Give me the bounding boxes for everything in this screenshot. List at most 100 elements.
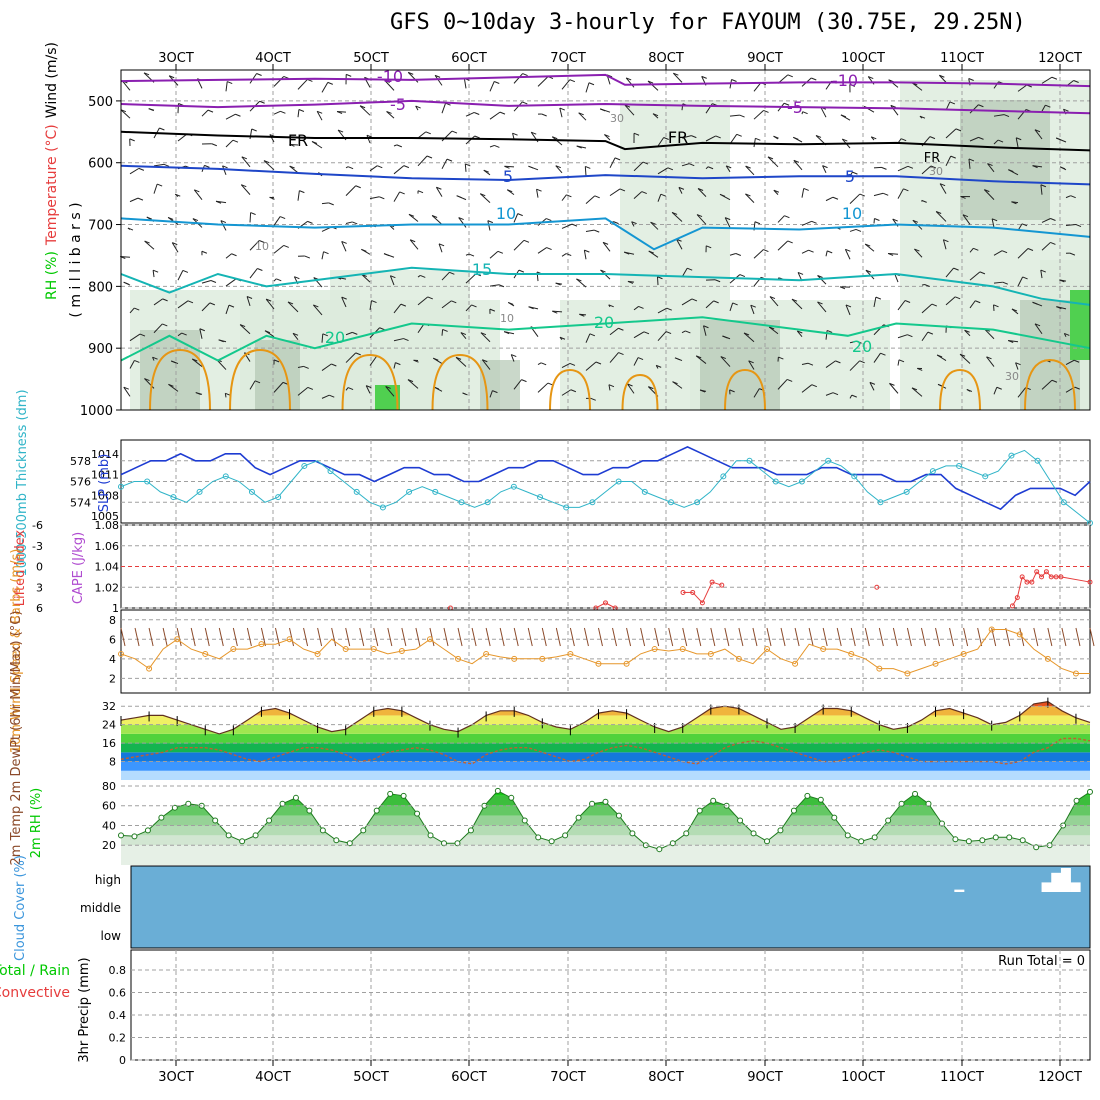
wind-barb-flag [1055,137,1062,141]
wind-speed-line-point [370,646,377,653]
wind-barb-flag [474,112,480,115]
wind-barb [249,73,258,84]
wind-barb [656,276,659,286]
rh-point [575,814,582,821]
wind-barb-flag [883,192,889,196]
wind-barb-flag [559,336,566,340]
wind-barb [969,300,976,309]
wind-barb-flag [518,269,525,273]
ylabel-part: RH (%) [44,251,60,300]
chart-title: GFS 0~10day 3-hourly for FAYOUM (30.75E,… [390,10,1026,35]
cape-ylabel: CAPE (J/kg) [71,532,86,604]
wind-barb [273,216,281,226]
wind-barb-flag [939,74,945,78]
wind-barb-flag [955,128,962,132]
wind-barb [385,386,395,397]
wind-barb-flag [657,276,663,280]
wind-barb-flag [250,212,256,216]
orange-contour [549,368,591,411]
cape-point [709,579,715,585]
wind-barb-flag [903,188,909,192]
wind-barb-flag [359,105,366,109]
wind-barb-flag [384,79,390,83]
wind-barb-flag [911,387,918,391]
precip-convective-label: Convective [0,985,70,1001]
wind-barb [240,184,251,195]
wind-barb-flag [322,333,328,337]
wind-speed-line-point [483,650,490,657]
wind-barb [849,228,857,232]
wind-barb-flag [276,278,282,282]
wind-barb-flag [793,136,799,140]
wind-barb-flag [608,304,614,308]
rh-point [400,792,407,799]
wind-barb-flag [204,164,210,168]
temperature-contour-label: 10 [496,204,516,223]
wind-speed-line-point [651,646,658,653]
wind-barb [849,360,860,371]
wind-barb-flag [912,219,919,223]
wind-speed-line-point [876,665,883,672]
wind-barb-flag [786,378,793,382]
wind-barb [1040,269,1043,279]
wind-barb [289,627,295,647]
rh-point [871,834,878,841]
wind-barb-flag [210,280,217,283]
wind-barb-flag [171,360,177,364]
wind-barb-flag [492,390,498,394]
wind-barb [345,331,353,336]
wind-barb [897,334,908,339]
rh-point [912,790,919,797]
temperature-contour [120,73,1091,88]
wind-barb [743,332,755,343]
wind-barb-flag [427,296,433,300]
wind-barb-flag [292,332,299,336]
wind-barb-flag [192,218,199,222]
wind-barb-flag [1032,301,1038,305]
wind-barb-flag [163,163,170,167]
top-time-label: 5OCT [353,51,389,66]
wind-barb-flag [808,249,814,253]
wind-barb-flag [864,243,871,247]
panel-frame [120,69,1091,411]
wind-barb [561,79,571,90]
wind-barb [201,302,211,312]
wind-barb [793,160,803,171]
y-tick-label: 3 [36,581,43,594]
wind-barb [504,165,515,168]
wind-barb [429,627,435,647]
wind-barb [361,274,371,283]
wind-barb [681,135,692,139]
wind-barb [1041,218,1051,223]
y-tick-label: 1005 [91,510,119,523]
rh-point [548,838,555,845]
wind-barb [602,242,611,252]
wind-barb-flag [227,81,233,85]
wind-barb [177,332,182,337]
wind-barb [321,333,324,343]
wind-barb-flag [458,217,464,221]
wind-barb-flag [887,252,894,256]
wind-barb-flag [736,133,742,137]
wind-barb-flag [415,105,421,109]
wind-barb-flag [552,310,558,314]
run-total: Run Total = 0 [998,954,1085,969]
wind-barb [225,113,236,120]
wind-barb-flag [139,333,146,337]
wind-barb [625,77,635,88]
wind-barb-flag [600,269,606,273]
slp-ylabel: SLP (mb) [97,454,112,513]
temperature-contour [120,99,1091,115]
wind-barb-flag [594,195,600,199]
wind-barb [850,627,856,647]
wind-barb [246,627,252,647]
wind-barb-flag [835,360,841,364]
wind-speed-line-point [904,670,911,677]
wind-barb [984,328,995,340]
thickness-line-point [510,483,517,490]
wind-barb [890,105,899,116]
rh-point [817,796,824,803]
wind-barb [873,192,884,197]
orange-contour [229,348,291,411]
wind-barb [359,627,365,647]
